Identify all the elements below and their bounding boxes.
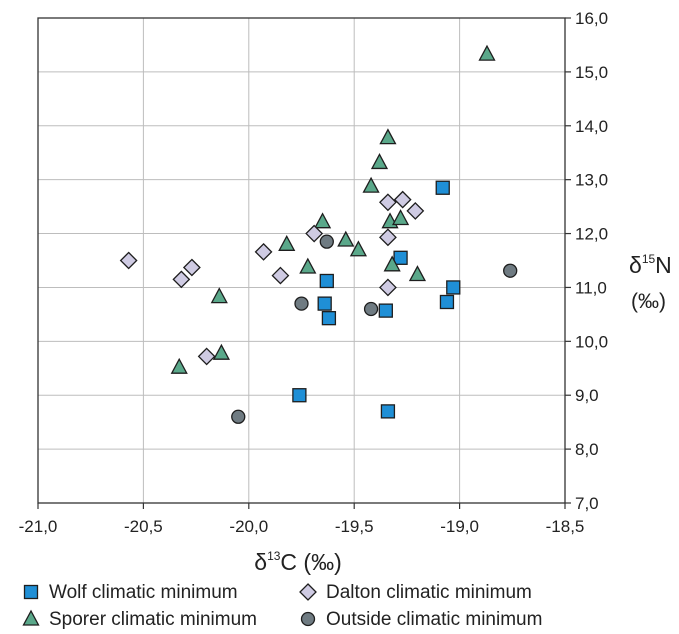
- x-tick-label: -20,0: [229, 517, 268, 536]
- y-axis-tick-labels: 7,0 8,0 9,0 10,0 11,0 12,0 13,0 14,0 15,0 16,0: [575, 9, 608, 513]
- legend-item: Sporer climatic minimum: [22, 609, 257, 630]
- y-tick-label: 12,0: [575, 225, 608, 244]
- x-axis-tick-labels: -21,0 -20,5 -20,0 -19,5 -19,0 -18,5: [19, 517, 585, 536]
- triangle-data-point: [212, 343, 230, 360]
- y-tick-label: 10,0: [575, 332, 608, 351]
- triangle-data-point: [408, 265, 427, 282]
- square-data-point: [435, 180, 450, 195]
- series-dalton-climatic-minimum: [119, 190, 425, 366]
- square-data-point: [292, 388, 307, 403]
- triangle-data-point: [313, 212, 332, 229]
- x-axis-label-prefix: δ: [254, 549, 267, 575]
- x-tick-label: -21,0: [19, 517, 58, 536]
- triangle-data-point: [170, 357, 188, 374]
- diamond-data-point: [393, 190, 412, 209]
- square-data-point: [317, 296, 332, 311]
- triangle-data-point: [349, 240, 368, 257]
- series-wolf-climatic-minimum: [292, 180, 461, 419]
- y-tick-label: 9,0: [575, 386, 599, 405]
- diamond-data-point: [172, 270, 191, 289]
- plot-area-frame: [37, 17, 566, 504]
- diamond-data-point: [305, 224, 324, 243]
- diamond-data-point: [379, 228, 397, 247]
- x-tick-label: -18,5: [546, 517, 585, 536]
- grid-lines: [38, 18, 565, 503]
- legend-label: Sporer climatic minimum: [49, 609, 257, 630]
- diamond-data-point: [379, 193, 397, 212]
- y-tick-label: 11,0: [575, 278, 607, 297]
- triangle-data-point: [278, 234, 296, 251]
- legend-label: Wolf climatic minimum: [49, 582, 238, 603]
- triangle-data-point: [391, 209, 410, 226]
- circle-data-point: [503, 263, 518, 278]
- axis-ticks: [37, 17, 571, 509]
- triangle-data-point: [370, 153, 389, 170]
- square-data-point: [380, 404, 396, 419]
- y-tick-label: 8,0: [575, 440, 599, 459]
- square-data-point: [439, 294, 455, 310]
- circle-data-point: [231, 409, 246, 424]
- square-data-point: [378, 303, 393, 318]
- y-tick-label: 7,0: [575, 494, 599, 513]
- y-tick-label: 14,0: [575, 117, 608, 136]
- y-axis-label-superscript: 15: [642, 252, 656, 266]
- x-tick-label: -19,5: [335, 517, 374, 536]
- legend-square-icon: [23, 584, 39, 600]
- x-axis-label: δ13C (‰): [254, 549, 342, 575]
- diamond-data-point: [271, 266, 290, 285]
- legend-item: Wolf climatic minimum: [23, 582, 238, 603]
- legend-label: Outside climatic minimum: [326, 609, 542, 630]
- diamond-data-point: [197, 347, 216, 366]
- legend-item: Outside climatic minimum: [300, 609, 542, 630]
- y-tick-label: 15,0: [575, 63, 608, 82]
- triangle-data-point: [379, 128, 397, 145]
- legend-item: Dalton climatic minimum: [299, 582, 532, 603]
- legend-label: Dalton climatic minimum: [326, 582, 532, 603]
- y-axis-unit: (‰): [631, 290, 666, 313]
- x-axis-label-main: C (‰): [280, 549, 341, 575]
- legend-circle-icon: [300, 611, 316, 627]
- triangle-data-point: [337, 230, 355, 247]
- y-tick-label: 13,0: [575, 171, 608, 190]
- diamond-data-point: [406, 202, 425, 220]
- x-tick-label: -20,5: [124, 517, 163, 536]
- triangle-data-point: [362, 176, 380, 193]
- diamond-data-point: [182, 258, 201, 277]
- y-axis-label-main: N: [655, 252, 672, 278]
- legend-triangle-icon: [22, 609, 40, 626]
- series-sporer-climatic-minimum: [170, 44, 496, 374]
- diamond-data-point: [379, 278, 397, 297]
- square-data-point: [446, 280, 461, 295]
- y-tick-label: 16,0: [575, 9, 608, 28]
- y-axis-label: δ15N: [629, 252, 672, 278]
- circle-data-point: [363, 301, 379, 317]
- data-points: [119, 44, 518, 424]
- circle-data-point: [319, 234, 334, 249]
- triangle-data-point: [383, 255, 401, 272]
- x-tick-label: -19,0: [440, 517, 479, 536]
- diamond-data-point: [254, 242, 273, 261]
- triangle-data-point: [210, 287, 228, 304]
- series-outside-climatic-minimum: [231, 234, 518, 424]
- y-axis-label-prefix: δ: [629, 252, 642, 278]
- diamond-data-point: [119, 251, 138, 270]
- x-axis-label-superscript: 13: [267, 549, 281, 563]
- triangle-data-point: [299, 257, 317, 274]
- square-data-point: [393, 250, 408, 265]
- square-data-point: [319, 273, 334, 289]
- triangle-data-point: [478, 44, 496, 61]
- legend-diamond-icon: [299, 583, 317, 601]
- square-data-point: [321, 311, 337, 326]
- circle-data-point: [294, 296, 309, 311]
- legend: Wolf climatic minimum Dalton climatic min…: [22, 582, 542, 630]
